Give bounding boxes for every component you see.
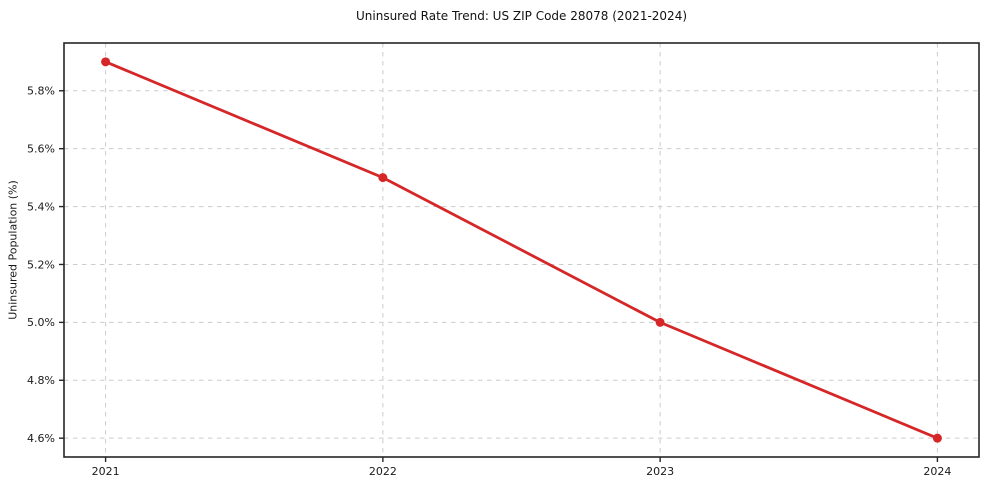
- x-tick-label: 2023: [646, 465, 674, 478]
- plot-border: [63, 42, 980, 458]
- y-tick-label: 5.2%: [27, 258, 55, 271]
- x-tick-label: 2022: [369, 465, 397, 478]
- y-tick-label: 4.8%: [27, 374, 55, 387]
- trend-line: [104, 60, 939, 440]
- x-tick-label: 2024: [923, 465, 951, 478]
- y-tick-label: 5.8%: [27, 85, 55, 98]
- x-tick-label: 2021: [92, 465, 120, 478]
- data-point-marker: [378, 173, 388, 183]
- chart-title: Uninsured Rate Trend: US ZIP Code 28078 …: [355, 9, 688, 23]
- data-point-marker: [932, 433, 942, 443]
- data-point-marker: [655, 317, 665, 327]
- y-tick-label: 5.4%: [27, 200, 55, 213]
- y-tick-label: 4.6%: [27, 432, 55, 445]
- y-tick-label: 5.6%: [27, 142, 55, 155]
- data-point-marker: [101, 57, 111, 67]
- y-tick-label: 5.0%: [27, 316, 55, 329]
